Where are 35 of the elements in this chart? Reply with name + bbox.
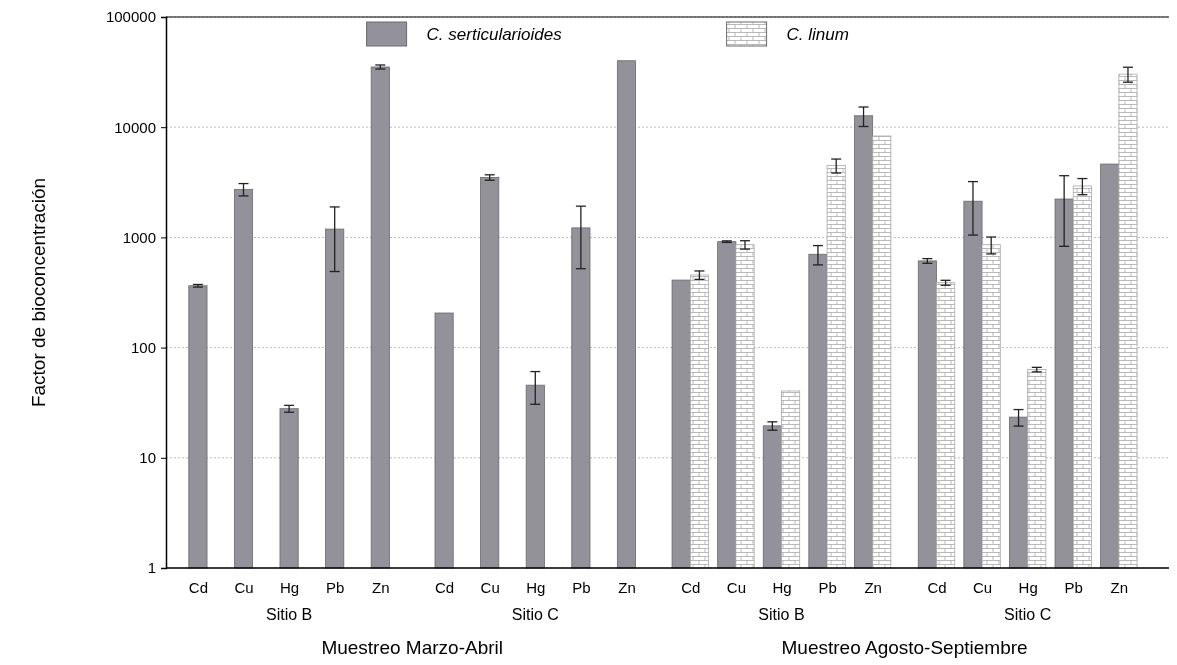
x-tick-label: Zn <box>372 578 390 596</box>
x-tick-label: Hg <box>1018 578 1038 596</box>
x-tick-label: Zn <box>864 578 882 596</box>
x-tick-label: Cd <box>188 578 209 596</box>
x-tick-label: Pb <box>1064 578 1083 596</box>
x-tick-label: Cu <box>480 578 500 596</box>
x-tick-label: Zn <box>618 578 636 596</box>
y-tick-label: 1000 <box>122 228 156 246</box>
legend-label: C. linum <box>786 24 849 44</box>
legend-label: C. serticularioides <box>426 24 563 44</box>
x-tick-label: Pb <box>818 578 837 596</box>
x-tick-label: Cd <box>927 578 947 596</box>
x-tick-label: Cd <box>681 578 701 596</box>
text: Sitio C <box>511 606 559 623</box>
text: Muestreo Agosto-Septiembre <box>781 637 1028 658</box>
text: Muestreo Marzo-Abril <box>321 637 503 658</box>
x-tick-label: Cu <box>234 578 254 596</box>
y-tick-label: 100000 <box>105 8 156 26</box>
x-tick-label: Hg <box>526 578 546 596</box>
y-tick-label: 10000 <box>114 118 156 136</box>
x-tick-label: Hg <box>772 578 792 596</box>
text: Sitio C <box>1004 606 1052 623</box>
x-tick-label: Hg <box>280 578 300 596</box>
x-tick-label: Cu <box>726 578 746 596</box>
x-tick-label: Cu <box>972 578 993 596</box>
y-tick-label: 100 <box>130 338 156 356</box>
x-tick-label: Zn <box>1110 578 1129 596</box>
x-tick-label: Pb <box>326 578 345 596</box>
y-axis-title: Factor de bioconcentración <box>28 177 49 408</box>
y-tick-label: 1 <box>147 559 156 577</box>
text: Sitio B <box>265 606 313 623</box>
text: Sitio B <box>758 606 805 623</box>
x-tick-label: Pb <box>572 578 591 596</box>
x-tick-label: Cd <box>435 578 455 596</box>
y-tick-label: 10 <box>139 449 156 467</box>
